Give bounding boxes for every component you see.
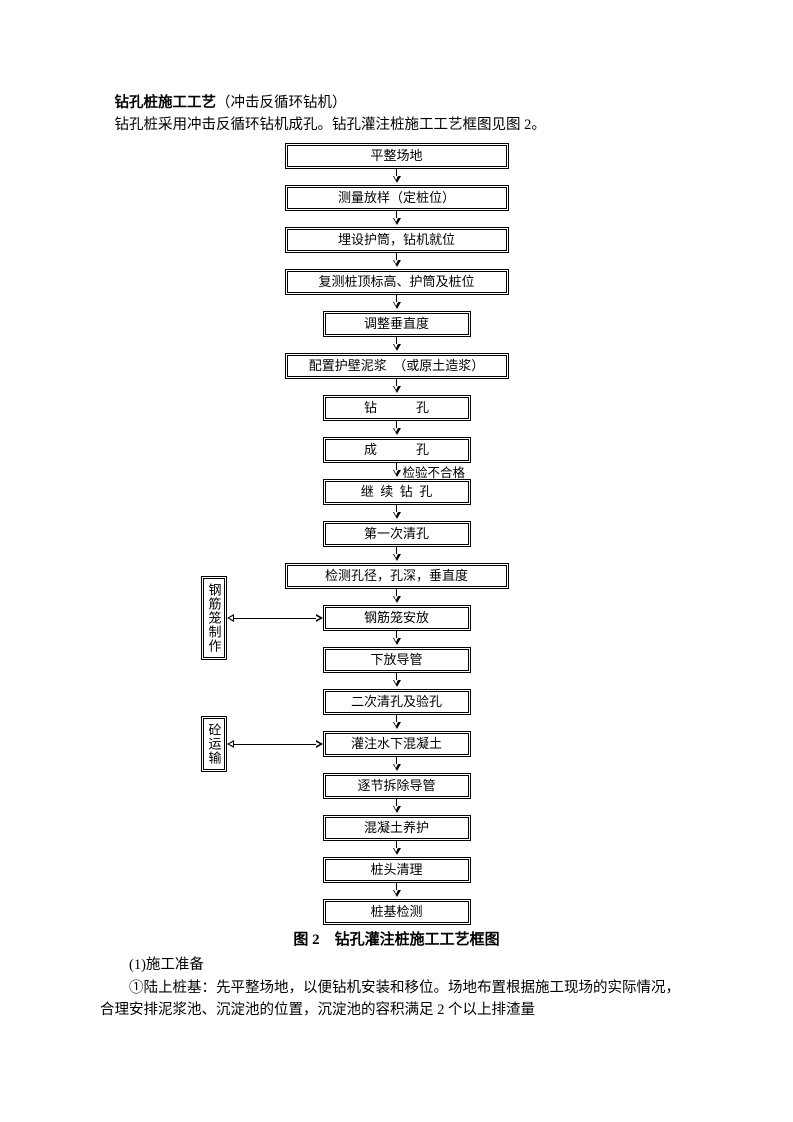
flow-step-label: 桩基检测 xyxy=(325,901,469,923)
flow-step: 逐节拆除导管 xyxy=(323,773,471,799)
flow-arrow xyxy=(393,883,401,899)
flow-step: 二次清孔及验孔 xyxy=(323,689,471,715)
flow-step-label: 逐节拆除导管 xyxy=(325,775,469,797)
flow-arrow xyxy=(393,295,401,311)
flow-step: 成 孔 xyxy=(323,437,471,463)
heading: 钻孔桩施工工艺（冲击反循环钻机） xyxy=(100,92,693,114)
flow-step-label: 成 孔 xyxy=(325,439,469,461)
intro-paragraph: 钻孔桩采用冲击反循环钻机成孔。钻孔灌注桩施工工艺框图见图 2。 xyxy=(100,114,693,136)
flow-side-connector xyxy=(234,744,316,745)
flow-arrow xyxy=(393,169,401,185)
heading-bold: 钻孔桩施工工艺 xyxy=(115,95,217,111)
flow-step: 桩基检测 xyxy=(323,899,471,925)
flow-step: 钻 孔 xyxy=(323,395,471,421)
flow-step: 调整垂直度 xyxy=(323,311,471,337)
flow-side-connector xyxy=(234,618,316,619)
flow-arrow xyxy=(393,799,401,815)
flow-step-label: 测量放样（定桩位） xyxy=(287,187,507,209)
flow-step: 桩头清理 xyxy=(323,857,471,883)
arrow-head-icon xyxy=(227,614,234,622)
flow-step-label: 桩头清理 xyxy=(325,859,469,881)
flow-arrow-label: 检验不合格 xyxy=(403,464,466,483)
arrow-head-icon xyxy=(316,614,323,622)
flow-step: 第一次清孔 xyxy=(323,521,471,547)
flow-arrow xyxy=(393,547,401,563)
flow-step-label: 配置护壁泥浆 （或原土造浆） xyxy=(287,355,507,377)
arrow-head-icon xyxy=(227,740,234,748)
flow-arrow xyxy=(393,673,401,689)
flow-arrow xyxy=(393,421,401,437)
flowchart: 平整场地测量放样（定桩位） 埋设护筒，钻机就位复测桩顶标高、护筒及桩位调整垂直度配… xyxy=(117,143,677,925)
flow-arrow xyxy=(393,631,401,647)
flow-step-label: 调整垂直度 xyxy=(325,313,469,335)
flow-step-label: 复测桩顶标高、护筒及桩位 xyxy=(287,271,507,293)
figure-caption: 图 2 钻孔灌注桩施工工艺框图 xyxy=(100,929,693,952)
flow-step: 配置护壁泥浆 （或原土造浆） xyxy=(285,353,509,379)
flow-step-label: 混凝土养护 xyxy=(325,817,469,839)
flow-step: 下放导管 xyxy=(323,647,471,673)
flow-arrow xyxy=(393,715,401,731)
arrow-head-icon xyxy=(316,740,323,748)
flow-step: 埋设护筒，钻机就位 xyxy=(285,227,509,253)
body-paragraph: ①陆上桩基：先平整场地，以便钻机安装和移位。场地布置根据施工现场的实际情况，合理… xyxy=(100,977,693,1022)
flow-side-box: 砼运输 xyxy=(201,716,227,772)
flow-arrow xyxy=(393,253,401,269)
flow-step: 检测孔径，孔深，垂直度 xyxy=(285,563,509,589)
flow-arrow xyxy=(393,211,401,227)
flow-arrow xyxy=(393,505,401,521)
flow-step: 复测桩顶标高、护筒及桩位 xyxy=(285,269,509,295)
flow-step: 灌注水下混凝土 xyxy=(323,731,471,757)
flow-step-label: 二次清孔及验孔 xyxy=(325,691,469,713)
flow-step-label: 埋设护筒，钻机就位 xyxy=(287,229,507,251)
flow-step-label: 钻 孔 xyxy=(325,397,469,419)
flow-arrow xyxy=(393,337,401,353)
flow-arrow: 检验不合格 xyxy=(393,463,401,479)
flow-step-label: 钢筋笼安放 xyxy=(325,607,469,629)
flow-step: 钢筋笼安放 xyxy=(323,605,471,631)
flow-step-label: 平整场地 xyxy=(287,145,507,167)
flow-step-label: 继 续 钻 孔 xyxy=(325,481,469,503)
flow-step-label: 检测孔径，孔深，垂直度 xyxy=(287,565,507,587)
flow-step: 平整场地 xyxy=(285,143,509,169)
flow-arrow xyxy=(393,841,401,857)
flow-step-label: 第一次清孔 xyxy=(325,523,469,545)
flow-side-label: 钢筋笼制作 xyxy=(203,578,225,658)
heading-rest: （冲击反循环钻机） xyxy=(216,95,347,111)
flow-arrow xyxy=(393,589,401,605)
flow-side-box: 钢筋笼制作 xyxy=(201,576,227,660)
flow-step: 测量放样（定桩位） xyxy=(285,185,509,211)
section-number: (1)施工准备 xyxy=(100,954,693,976)
flow-step-label: 灌注水下混凝土 xyxy=(325,733,469,755)
flow-step-label: 下放导管 xyxy=(325,649,469,671)
flow-arrow xyxy=(393,757,401,773)
flow-step: 混凝土养护 xyxy=(323,815,471,841)
flow-side-label: 砼运输 xyxy=(203,718,225,770)
flow-arrow xyxy=(393,379,401,395)
